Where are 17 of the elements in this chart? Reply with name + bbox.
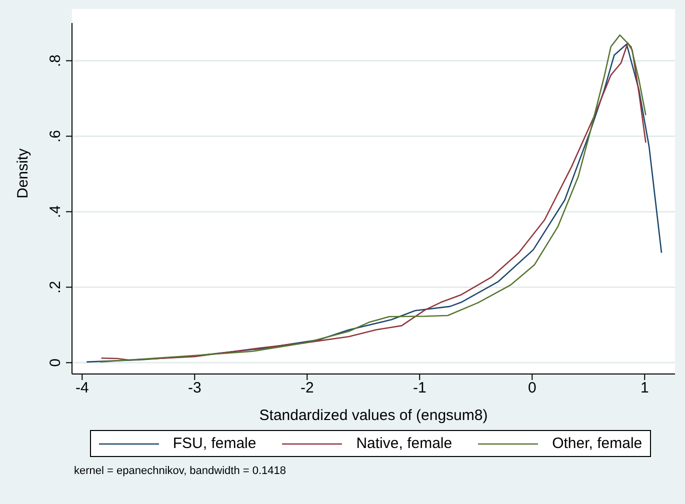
y-axis-title: Density <box>14 148 32 198</box>
y-tick-label: .8 <box>47 54 64 67</box>
x-tick-label: -2 <box>300 380 314 397</box>
legend-label: FSU, female <box>172 435 256 452</box>
x-tick-label: -1 <box>412 380 426 397</box>
x-axis-title: Standardized values of (engsum8) <box>259 407 488 424</box>
y-tick-label: 0 <box>47 358 64 367</box>
x-tick-label: 0 <box>528 380 536 397</box>
text: kernel = epanechnikov, bandwidth = 0.1418 <box>74 465 288 477</box>
x-tick-label: 1 <box>640 380 649 397</box>
y-tick-label: .4 <box>47 205 64 218</box>
legend-label: Native, female <box>356 435 452 452</box>
y-tick-label: .2 <box>47 280 64 294</box>
y-tick-label: .6 <box>47 130 64 142</box>
x-tick-label: -4 <box>75 380 89 397</box>
legend-label: Other, female <box>552 435 642 452</box>
x-tick-label: -3 <box>188 380 202 397</box>
